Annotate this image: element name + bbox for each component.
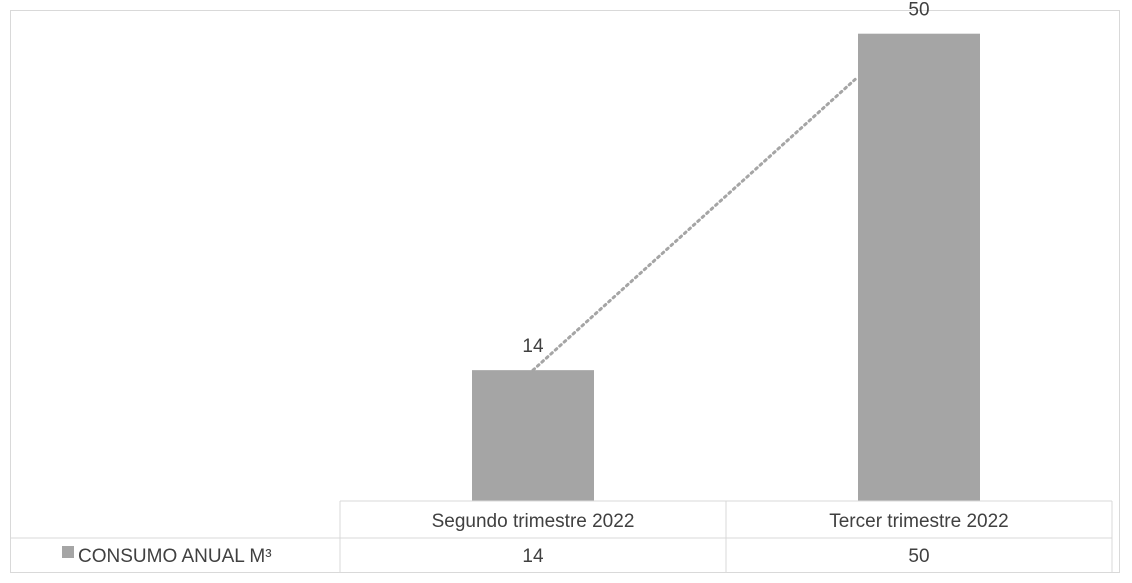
category-label-1: Segundo trimestre 2022 (432, 511, 635, 532)
bars-layer (472, 33, 980, 501)
data-table: Segundo trimestre 2022 14 Tercer trimestre… (10, 500, 1113, 573)
legend-key (62, 546, 74, 558)
data-label-2: 50 (908, 0, 929, 21)
bar-2 (858, 33, 980, 501)
table-value-2: 50 (908, 546, 929, 567)
row-label: CONSUMO ANUAL M³ (78, 546, 272, 567)
labels-layer: 14 50 (522, 0, 929, 357)
data-label-1: 14 (522, 336, 544, 357)
table-value-1: 14 (522, 546, 544, 567)
trendline (531, 76, 859, 372)
category-label-2: Tercer trimestre 2022 (829, 511, 1009, 532)
bar-1 (472, 370, 594, 501)
